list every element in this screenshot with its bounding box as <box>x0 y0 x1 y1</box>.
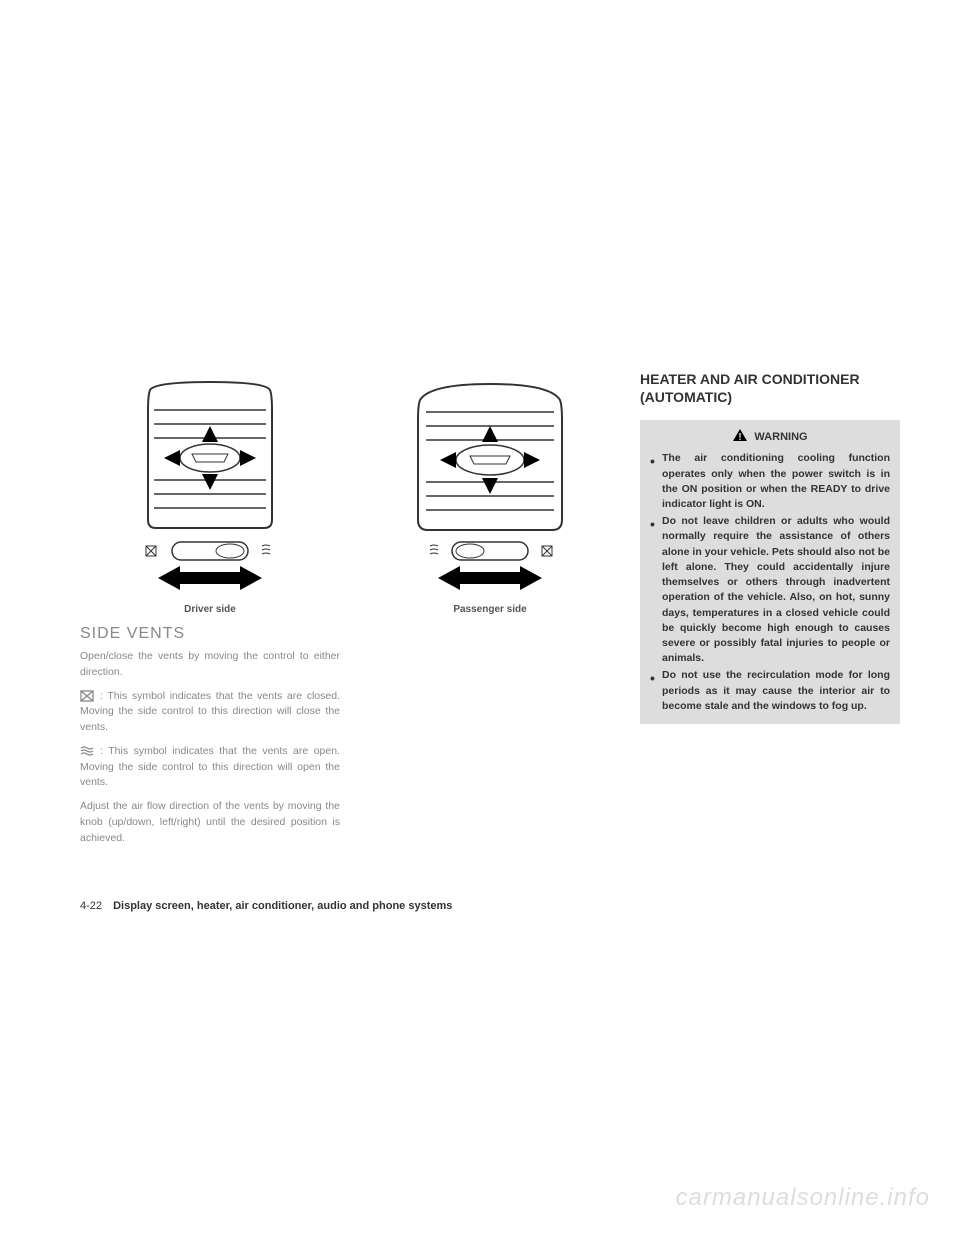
column-right: HEATER AND AIR CONDITIONER (AUTOMATIC) !… <box>640 370 900 854</box>
warning-item: Do not leave children or adults who woul… <box>650 514 890 666</box>
warning-item: Do not use the recirculation mode for lo… <box>650 668 890 714</box>
warning-triangle-icon: ! <box>732 428 748 445</box>
driver-vent-figure: Driver side <box>80 370 340 615</box>
closed-desc: : This symbol indicates that the vents a… <box>80 690 340 734</box>
warning-title: ! WARNING <box>650 428 890 445</box>
column-left: Driver side SIDE VENTS Open/close the ve… <box>80 370 340 854</box>
columns: Driver side SIDE VENTS Open/close the ve… <box>80 370 880 854</box>
page-number: 4-22 <box>80 900 102 912</box>
closed-text: : This symbol indicates that the vents a… <box>80 689 340 736</box>
svg-text:!: ! <box>739 432 742 442</box>
page-footer: 4-22 Display screen, heater, air conditi… <box>80 900 452 912</box>
column-middle: Passenger side <box>370 370 610 854</box>
adjust-text: Adjust the air flow direction of the ven… <box>80 799 340 846</box>
warning-box: ! WARNING The air conditioning cooling f… <box>640 420 900 724</box>
open-desc: : This symbol indicates that the vents a… <box>80 745 340 789</box>
vent-closed-icon <box>80 690 94 702</box>
passenger-vent-figure: Passenger side <box>370 370 610 615</box>
open-text: : This symbol indicates that the vents a… <box>80 744 340 791</box>
vent-open-icon <box>80 745 94 757</box>
driver-vent-diagram <box>110 370 310 600</box>
warning-label: WARNING <box>754 431 807 443</box>
page-content: Driver side SIDE VENTS Open/close the ve… <box>80 370 880 854</box>
side-vents-title: SIDE VENTS <box>80 625 340 643</box>
intro-text: Open/close the vents by moving the contr… <box>80 649 340 681</box>
warning-item: The air conditioning cooling function op… <box>650 451 890 512</box>
passenger-caption: Passenger side <box>370 604 610 615</box>
heater-ac-header: HEATER AND AIR CONDITIONER (AUTOMATIC) <box>640 370 900 406</box>
footer-section: Display screen, heater, air conditioner,… <box>113 900 452 912</box>
driver-caption: Driver side <box>80 604 340 615</box>
passenger-vent-diagram <box>390 370 590 600</box>
watermark: carmanualsonline.info <box>676 1184 930 1212</box>
warning-list: The air conditioning cooling function op… <box>650 451 890 714</box>
